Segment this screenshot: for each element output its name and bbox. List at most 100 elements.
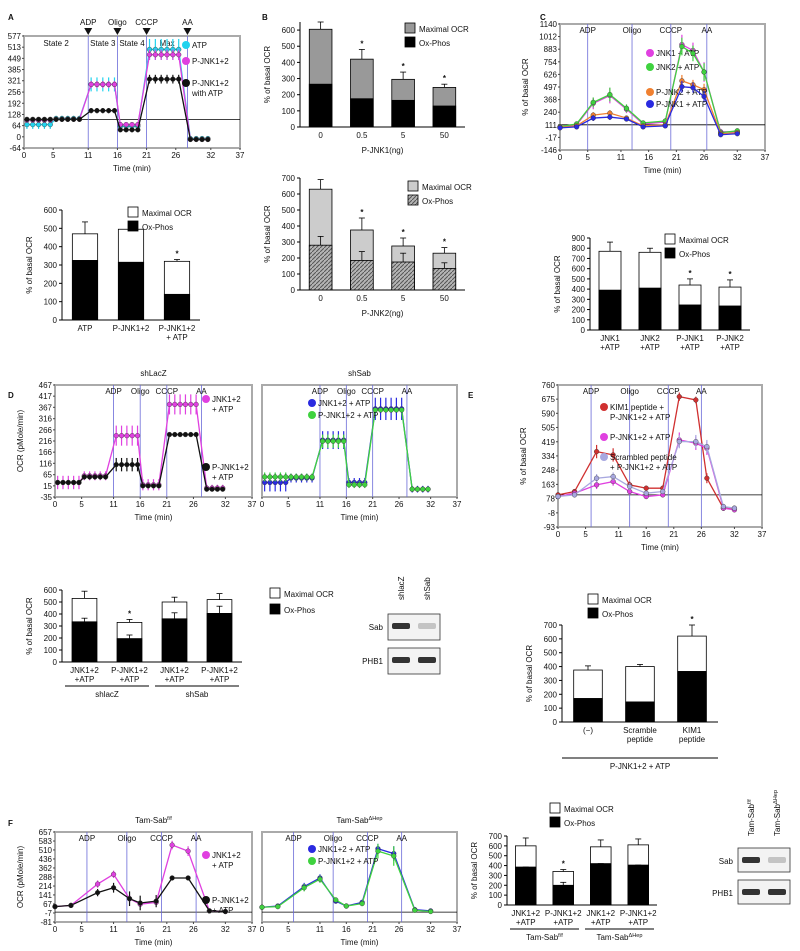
legend-label: ATP [192,41,207,50]
y-tick-label: 800 [572,244,586,253]
y-tick-label: 400 [282,58,296,67]
x-tick-label: 0 [318,294,323,303]
data-point [76,116,83,122]
bar [625,701,655,723]
data-point [383,407,389,413]
data-point [690,85,696,91]
legend-marker [182,79,190,87]
x-tick-label: 11 [617,153,626,162]
bar [432,105,457,128]
x-tick-label: 16 [642,530,651,539]
y-axis-label: OCR (pMole/min) [16,846,25,909]
legend-label: with ATP [191,89,223,98]
y-axis-label: % of basal OCR [263,46,272,104]
x-tick-label: P-JNK1+2 [620,909,657,918]
data-point [718,132,724,138]
data-point [660,488,666,495]
plot-frame [261,831,458,923]
data-point [351,482,357,488]
group-label-part: f/f [558,933,563,939]
x-tick-label: 0 [22,151,27,160]
lane-label: Tam-SabΔHep [773,790,782,836]
event-arrow [84,28,93,35]
data-point [177,401,183,408]
event-label: Oligo [620,387,639,396]
data-point [731,505,738,511]
legend-marker [646,49,654,57]
panel-letter: F [8,819,13,828]
legend-label: Scrambled peptide [610,453,677,462]
x-tick-label: +ATP [720,343,740,352]
x-tick-label: 5 [401,131,406,140]
x-tick-label: 11 [316,925,325,934]
data-point [701,69,707,75]
bar [638,287,662,331]
y-tick-label: -7 [45,909,53,918]
x-tick-label: +ATP [553,918,573,927]
data-point [607,91,613,98]
significance-mark: * [360,39,364,48]
legend-swatch [549,802,561,814]
legend-label: Ox-Phos [142,223,173,232]
data-point [304,474,310,480]
event-label: CCCP [361,387,384,396]
x-tick-label: 0 [558,153,563,162]
legend-label: JNK1+2 [212,851,241,860]
event-arrow [113,28,122,35]
x-tick-label: P-JNK2 [716,334,744,343]
event-arrow [142,28,151,35]
x-tick-label: 16 [342,925,351,934]
x-axis-label: Time (min) [135,513,173,522]
x-tick-label: 5 [583,530,588,539]
y-tick-label: 700 [544,621,558,630]
data-point [129,433,135,439]
y-tick-label: -93 [543,523,555,532]
data-point [193,401,199,408]
y-tick-label: -146 [541,146,558,155]
data-point [55,479,61,486]
x-tick-label: 0.5 [356,294,368,303]
x-tick-label: P-JNK1 [676,334,704,343]
data-point [704,475,710,481]
data-point [590,115,596,121]
y-tick-label: -8 [548,509,556,518]
data-point [110,885,117,891]
bar [432,267,457,291]
x-tick-label: 50 [440,131,449,140]
x-tick-label: 32 [733,153,742,162]
y-tick-label: 626 [544,70,558,79]
data-point [134,462,141,468]
legend-label: JNK2 + ATP [656,63,699,72]
data-point [734,131,740,137]
data-point [277,474,284,480]
y-tick-label: 700 [282,174,296,183]
y-tick-label: 500 [282,42,296,51]
significance-mark: * [443,74,447,83]
data-point [377,407,384,413]
bar [598,289,622,331]
bar [590,863,612,906]
y-tick-label: 0 [53,658,58,667]
data-point [153,898,159,904]
x-tick-label: P-JNK1+2 [159,324,196,333]
legend-swatch [549,816,561,828]
y-tick-label: 200 [489,881,503,890]
y-tick-label: 700 [489,832,503,841]
y-tick-label: 600 [282,26,296,35]
data-point [47,116,53,122]
y-tick-label: 600 [544,635,558,644]
y-tick-label: 400 [282,222,296,231]
data-point [41,121,48,128]
significance-mark: * [402,228,406,237]
series-line [557,440,735,509]
chart-title: shSab [348,369,371,378]
panel-letter: E [468,391,474,400]
y-axis-label: % of basal OCR [521,58,530,116]
event-label: AA [402,387,413,396]
data-point [214,486,220,492]
x-tick-label: 37 [758,530,767,539]
data-point [309,474,315,480]
significance-mark: * [688,269,692,278]
y-tick-label: 436 [39,855,53,864]
x-tick-label: 5 [286,500,291,509]
